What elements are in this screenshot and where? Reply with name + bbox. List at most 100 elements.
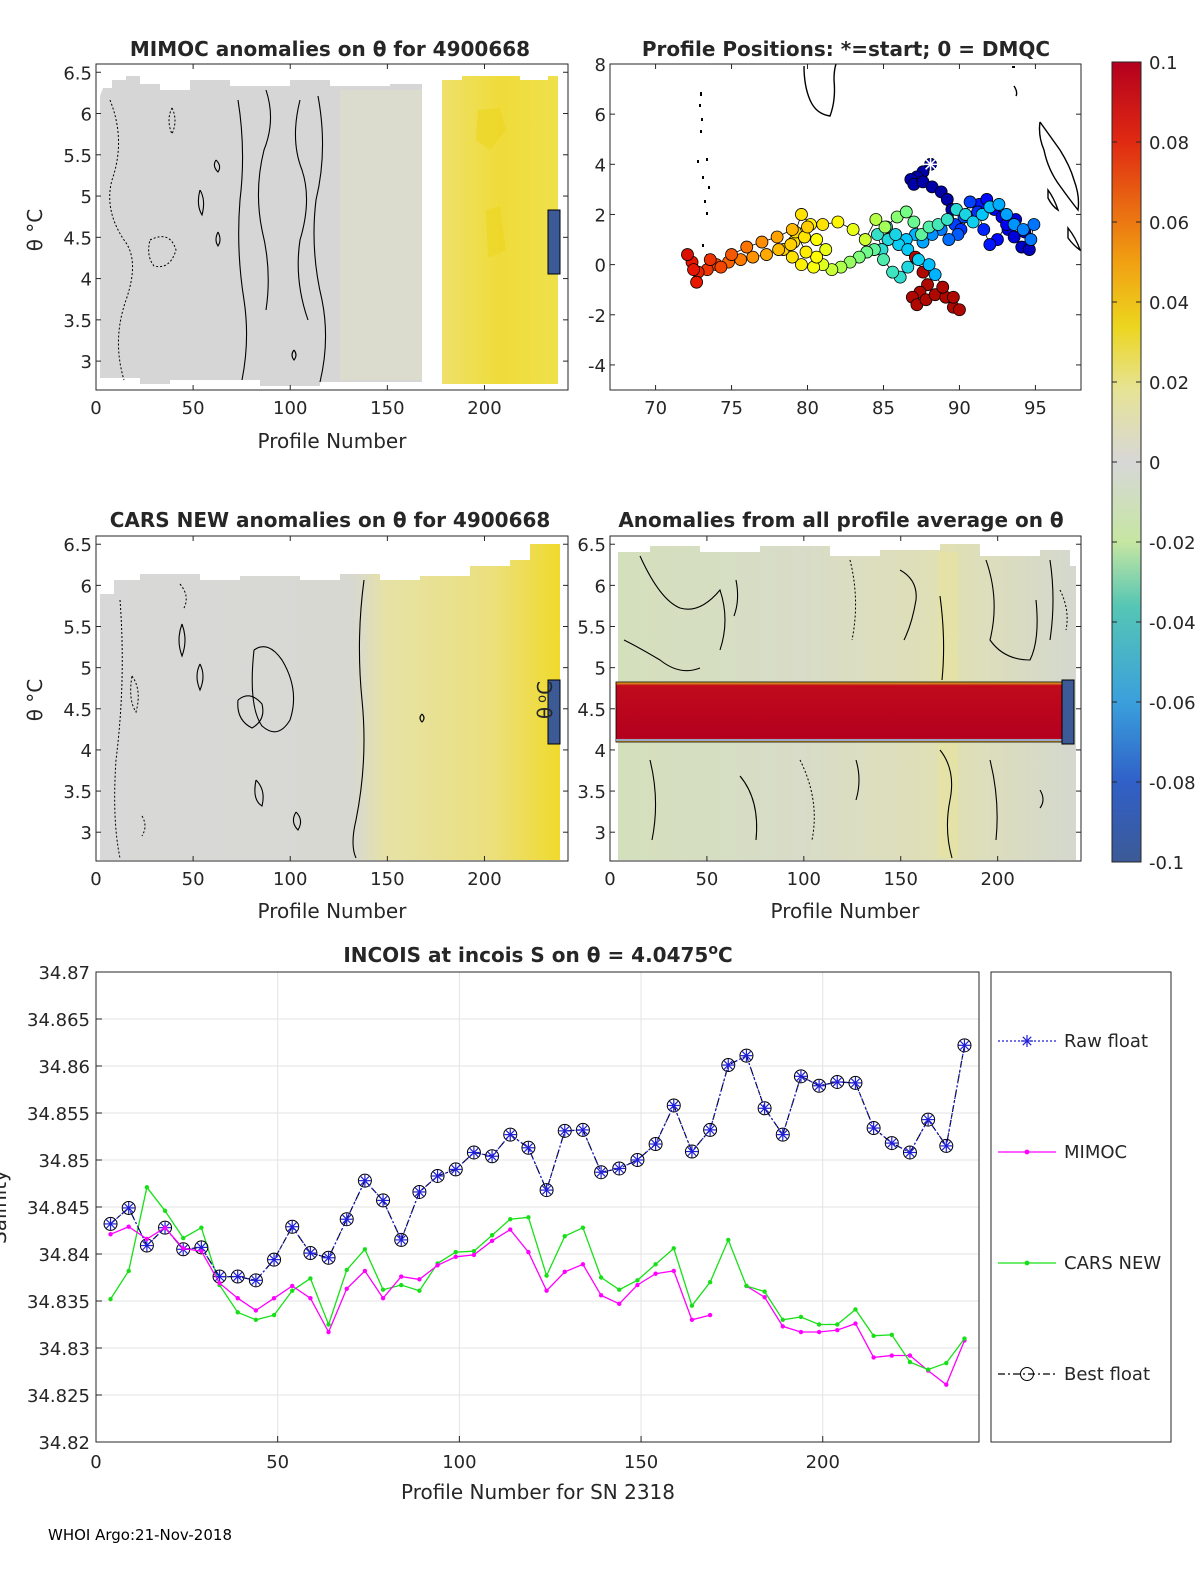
- data-point-mimoc: [344, 1286, 349, 1291]
- salinity-y-ticks: 34.82 34.825 34.83 34.835 34.84 34.845 34.85 34…: [27, 963, 102, 1454]
- series-line-raw-float: [110, 1045, 966, 1281]
- colorbar-tick-label: -0.08: [1149, 773, 1196, 794]
- positions-x-tick-label: 75: [720, 398, 743, 419]
- position-marker: [901, 260, 915, 274]
- data-point-mimoc: [217, 1280, 222, 1286]
- data-point-mimoc: [108, 1232, 113, 1237]
- mimoc-x-tick-label: 150: [370, 398, 404, 419]
- position-marker: [785, 250, 799, 264]
- data-point-raw-float: [560, 1126, 570, 1136]
- salinity-x-tick-label: 0: [90, 1452, 101, 1473]
- cars-y-tick-label: 5.5: [63, 618, 92, 639]
- positions-y-tick-label: 4: [595, 155, 606, 176]
- mimoc-y-tick-label: 5.5: [63, 146, 92, 167]
- data-point-raw-float: [432, 1171, 443, 1181]
- data-point-best-float: [902, 1145, 917, 1160]
- position-marker: [785, 223, 799, 236]
- data-point-best-float: [630, 1153, 645, 1167]
- data-point-best-float: [539, 1183, 554, 1198]
- mimoc-x-tick-label: 200: [467, 398, 501, 419]
- data-point-raw-float: [923, 1114, 933, 1125]
- position-marker: [899, 205, 913, 219]
- data-point-best-float: [957, 1038, 972, 1053]
- data-point-cars-new: [744, 1283, 749, 1289]
- profile-positions-panel: Profile Positions: *=start; 0 = DMQC 70 7…: [588, 37, 1082, 419]
- data-point-cars-new: [762, 1289, 767, 1294]
- float-positions: [681, 157, 1041, 317]
- data-point-best-float: [594, 1165, 609, 1180]
- mimoc-axes-box: [95, 63, 569, 391]
- data-point-mimoc: [144, 1236, 150, 1242]
- data-point-cars-new: [344, 1267, 349, 1273]
- data-point-best-float: [848, 1075, 863, 1090]
- data-point-cars-new: [617, 1287, 622, 1292]
- positions-axes-box: [609, 63, 1082, 391]
- data-point-best-float: [830, 1074, 845, 1089]
- all-average-anomaly-panel: Anomalies from all profile average on θ: [533, 508, 1082, 923]
- position-marker: [966, 215, 980, 229]
- colorbar-ticks: 0.1 0.08 0.06 0.04 0.02 0 -0.02 -0.04 -0.06 -0.08…: [1112, 53, 1196, 874]
- colorbar-tick-label: -0.02: [1149, 533, 1196, 554]
- data-point-best-float: [884, 1136, 899, 1151]
- data-point-raw-float: [105, 1219, 116, 1229]
- position-marker: [869, 213, 883, 226]
- legend-label: MIMOC: [1064, 1142, 1127, 1163]
- colorbar-tick-label: -0.1: [1149, 853, 1184, 874]
- data-point-best-float: [339, 1212, 354, 1227]
- data-point-mimoc: [598, 1293, 604, 1298]
- position-marker: [784, 238, 798, 251]
- data-point-best-float: [921, 1112, 936, 1127]
- position-marker: [928, 268, 942, 282]
- data-point-best-float: [412, 1184, 427, 1199]
- position-marker: [912, 253, 925, 267]
- data-point-raw-float: [741, 1051, 752, 1061]
- avg-y-tick-label: 3.5: [577, 782, 606, 803]
- mimoc-transition-field: [340, 90, 422, 380]
- cars-x-label: Profile Number: [258, 899, 408, 923]
- data-point-cars-new: [962, 1336, 967, 1341]
- position-marker: [963, 195, 977, 209]
- salinity-y-tick-label: 34.82: [38, 1433, 90, 1454]
- salinity-y-tick-label: 34.845: [27, 1198, 90, 1219]
- mimoc-yellow-patches: [476, 108, 506, 258]
- data-point-best-float: [466, 1145, 481, 1160]
- salinity-y-tick-label: 34.835: [27, 1292, 90, 1313]
- data-point-cars-new: [471, 1248, 477, 1254]
- data-point-mimoc: [508, 1227, 513, 1232]
- data-point-cars-new: [689, 1303, 695, 1308]
- position-marker: [810, 233, 824, 246]
- avg-x-label: Profile Number: [771, 899, 921, 923]
- data-point-cars-new: [253, 1317, 259, 1323]
- data-point-raw-float: [959, 1040, 970, 1050]
- mimoc-y-tick-label: 6.5: [63, 63, 92, 84]
- positions-y-tick-label: 2: [595, 205, 606, 226]
- data-point-best-float: [485, 1149, 500, 1164]
- mimoc-x-tick-label: 0: [90, 398, 101, 419]
- data-point-best-float: [103, 1216, 118, 1231]
- data-point-best-float: [684, 1144, 699, 1159]
- positions-y-tick-label: 8: [595, 55, 606, 76]
- data-point-raw-float: [541, 1185, 552, 1195]
- series-line-mimoc: [110, 1225, 711, 1334]
- salinity-y-tick-label: 34.84: [38, 1245, 90, 1266]
- position-marker: [714, 260, 728, 274]
- data-point-raw-float: [723, 1060, 733, 1070]
- position-marker: [799, 245, 813, 259]
- positions-x-tick-label: 70: [644, 398, 667, 419]
- avg-y-ticks: 6.5 6 5.5 5 4.5 4 3.5 3: [577, 535, 1081, 844]
- cars-x-ticks: 0 50 100 150 200: [90, 536, 502, 890]
- data-point-best-float: [121, 1200, 136, 1215]
- data-point-cars-new: [653, 1262, 658, 1267]
- data-point-mimoc: [816, 1329, 822, 1335]
- data-point-best-float: [793, 1069, 808, 1084]
- data-point-mimoc: [380, 1295, 386, 1301]
- position-marker: [1027, 218, 1041, 231]
- cars-y-tick-label: 3.5: [63, 782, 92, 803]
- data-point-best-float: [357, 1173, 372, 1188]
- data-point-raw-float: [396, 1235, 406, 1245]
- data-point-raw-float: [759, 1103, 770, 1113]
- position-marker: [922, 258, 936, 272]
- data-point-mimoc: [308, 1295, 313, 1301]
- data-point-cars-new: [290, 1288, 295, 1293]
- data-point-mimoc: [399, 1274, 404, 1279]
